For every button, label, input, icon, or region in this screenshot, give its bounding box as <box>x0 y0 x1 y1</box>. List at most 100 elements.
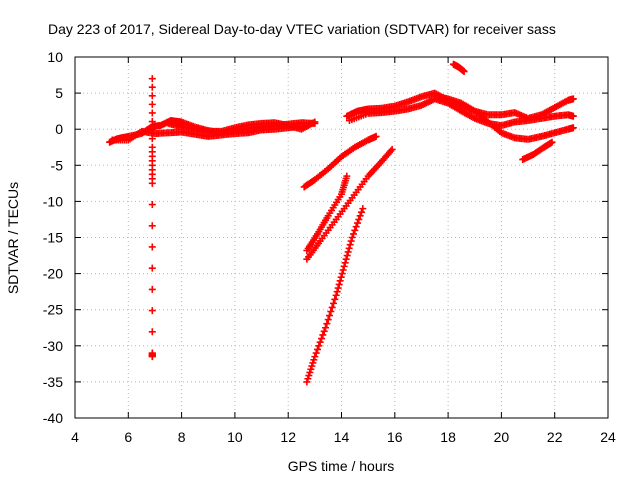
data-point <box>148 109 156 117</box>
data-point <box>372 132 380 140</box>
data-point <box>303 378 311 386</box>
data-point <box>148 285 156 293</box>
y-axis-label: SDTVAR / TECUs <box>5 182 21 294</box>
y-tick-label: -15 <box>43 230 63 246</box>
y-tick-label: -40 <box>43 410 63 426</box>
data-point <box>569 112 577 120</box>
data-point <box>336 277 344 285</box>
data-point <box>148 92 156 100</box>
data-point <box>330 299 338 307</box>
x-tick-label: 4 <box>71 429 79 445</box>
data-point <box>307 365 315 373</box>
data-point <box>148 83 156 91</box>
data-point <box>311 118 319 126</box>
data-point <box>352 223 360 231</box>
data-point <box>309 359 317 367</box>
series-late-short-streak <box>519 138 556 164</box>
data-point <box>334 284 342 292</box>
series-upper-band-c <box>431 92 577 143</box>
data-point <box>351 226 359 234</box>
x-tick-label: 16 <box>387 429 403 445</box>
data-point <box>356 212 364 220</box>
x-tick-label: 18 <box>440 429 456 445</box>
data-point <box>326 312 334 320</box>
data-point <box>357 208 365 216</box>
x-tick-label: 8 <box>178 429 186 445</box>
data-point <box>306 368 314 376</box>
data-point <box>314 345 322 353</box>
data-point <box>355 215 363 223</box>
series-steep-rise <box>303 205 367 386</box>
data-point <box>460 67 468 75</box>
data-point <box>328 303 336 311</box>
data-point <box>327 308 335 316</box>
data-point <box>312 349 320 357</box>
y-tick-label: -30 <box>43 338 63 354</box>
x-axis-label: GPS time / hours <box>288 458 395 474</box>
tick-layer: 4 6 8 10 12 14 16 18 20 22 24 -40 -35 -30 -25 -20 -15 -10… <box>43 49 616 445</box>
data-point <box>305 372 313 380</box>
data-point <box>148 75 156 83</box>
series-isolated-points <box>148 75 156 361</box>
data-point <box>345 244 353 252</box>
data-point <box>335 280 343 288</box>
data-point <box>323 320 331 328</box>
data-point <box>148 179 156 187</box>
y-tick-label: -25 <box>43 302 63 318</box>
x-tick-label: 20 <box>494 429 510 445</box>
grid-layer <box>75 57 608 418</box>
data-point <box>569 124 577 132</box>
data-point <box>316 338 324 346</box>
data-point <box>308 362 316 370</box>
chart-title: Day 223 of 2017, Sidereal Day-to-day VTE… <box>48 21 556 37</box>
x-tick-label: 12 <box>280 429 296 445</box>
data-point <box>340 262 348 270</box>
data-point <box>347 237 355 245</box>
data-point <box>346 241 354 249</box>
x-tick-label: 10 <box>227 429 243 445</box>
data-point <box>341 259 349 267</box>
data-point <box>343 252 351 260</box>
data-point <box>388 145 396 153</box>
data-point <box>315 342 323 350</box>
y-tick-label: -10 <box>43 193 63 209</box>
data-point <box>322 324 330 332</box>
data-point <box>353 219 361 227</box>
data-point <box>311 353 319 361</box>
x-tick-label: 6 <box>124 429 132 445</box>
y-tick-label: 10 <box>47 49 63 65</box>
data-point <box>148 353 156 361</box>
series-descending-arc-2 <box>303 172 351 254</box>
data-point <box>148 328 156 336</box>
data-point <box>324 316 332 324</box>
series-upper-band-b <box>345 95 577 130</box>
y-tick-label: -35 <box>43 374 63 390</box>
data-point <box>148 201 156 209</box>
data-point <box>359 205 367 213</box>
series-early-band-b <box>108 122 306 144</box>
y-tick-label: -20 <box>43 266 63 282</box>
data-point <box>148 264 156 272</box>
data-point <box>148 126 156 134</box>
data-point <box>310 356 318 364</box>
data-point <box>148 118 156 126</box>
data-point <box>548 138 556 146</box>
data-point <box>148 100 156 108</box>
data-point <box>339 266 347 274</box>
data-point <box>338 270 346 278</box>
series-early-band-c <box>164 118 319 135</box>
series-descending-arc-1 <box>300 132 380 191</box>
data-point <box>148 135 156 143</box>
y-tick-label: 5 <box>55 85 63 101</box>
data-point <box>148 307 156 315</box>
data-point <box>148 243 156 251</box>
data-point <box>148 222 156 230</box>
series-descending-arc-3 <box>303 145 396 263</box>
series-top-short-streak <box>449 60 468 75</box>
x-tick-label: 24 <box>600 429 616 445</box>
data-point <box>318 335 326 343</box>
data-point <box>337 273 345 281</box>
plot-frame <box>74 56 609 419</box>
x-tick-label: 22 <box>547 429 563 445</box>
